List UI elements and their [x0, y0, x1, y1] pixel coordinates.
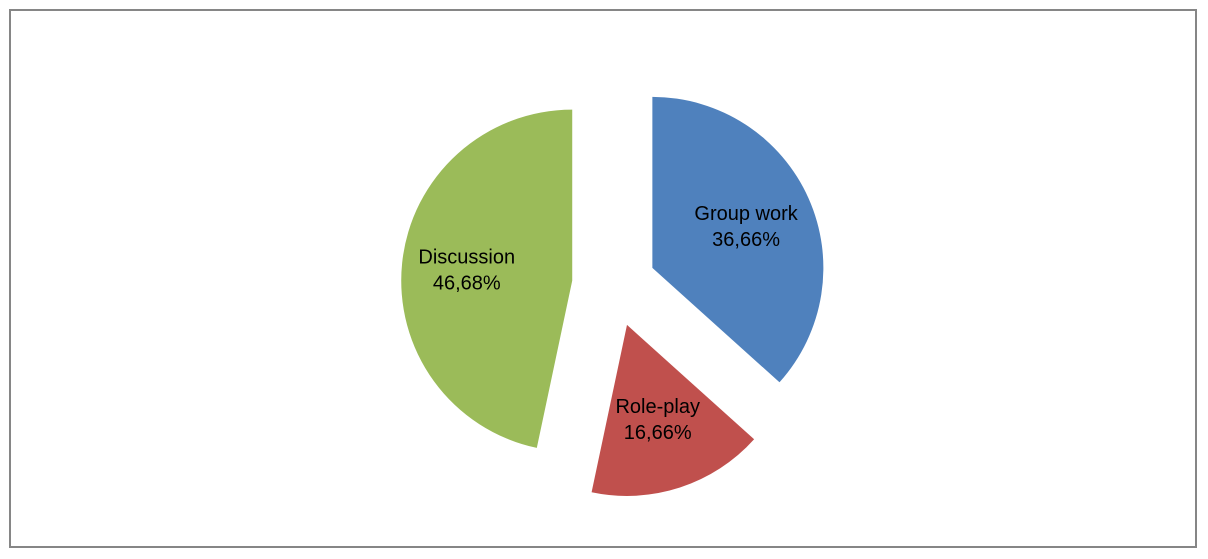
slice-label-group-work: Group work 36,66% [694, 203, 798, 251]
slice-label-role-play: Role-play 16,66% [615, 396, 699, 444]
slice-category-label: Discussion [418, 247, 515, 269]
pie-slices [401, 96, 824, 496]
slice-value-label: 16,66% [624, 422, 692, 444]
slice-value-label: 46,68% [433, 273, 501, 295]
slice-label-discussion: Discussion 46,68% [418, 247, 515, 295]
slice-value-label: 36,66% [712, 229, 780, 251]
pie-slice-role-play [591, 324, 755, 496]
slice-category-label: Group work [694, 203, 798, 225]
pie-labels: Group work 36,66% Role-play 16,66% Discussio… [418, 203, 798, 444]
slice-category-label: Role-play [615, 396, 699, 418]
pie-slice-discussion [401, 109, 573, 448]
pie-slice-group-work [652, 96, 824, 383]
